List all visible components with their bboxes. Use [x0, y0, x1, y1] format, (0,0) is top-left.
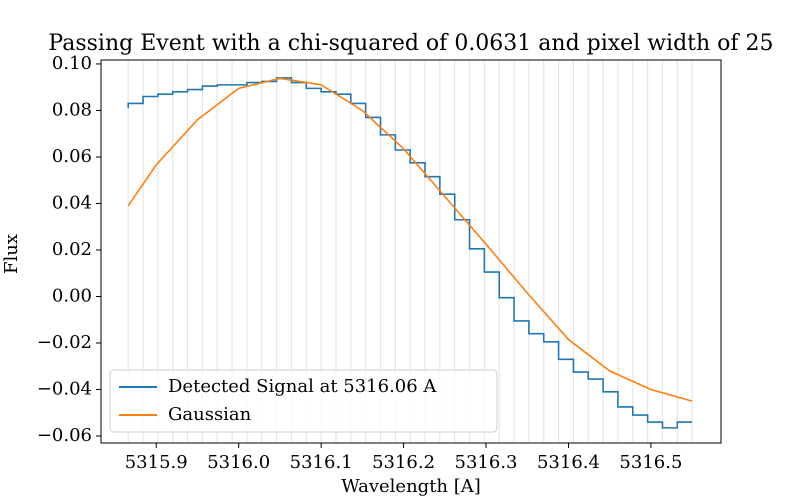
x-tick-label: 5316.5	[619, 452, 682, 473]
x-axis-label: Wavelength [A]	[341, 476, 481, 497]
y-tick-label: 0.04	[52, 192, 92, 213]
plot-frame	[100, 59, 722, 444]
y-tick-label: 0.00	[52, 285, 92, 306]
y-axis-label: Flux	[1, 234, 22, 274]
legend-label: Detected Signal at 5316.06 A	[168, 376, 437, 397]
y-tick-label: −0.06	[37, 425, 92, 446]
y-tick-label: 0.06	[52, 146, 92, 167]
y-tick-label: −0.04	[37, 379, 92, 400]
x-tick-label: 5316.4	[537, 452, 600, 473]
y-tick-label: 0.08	[52, 99, 92, 120]
x-tick-label: 5316.2	[372, 452, 435, 473]
legend-box	[109, 369, 498, 433]
chart-title: Passing Event with a chi-squared of 0.06…	[48, 31, 773, 56]
y-tick-label: 0.10	[52, 53, 92, 74]
x-tick-label: 5316.3	[455, 452, 518, 473]
gaussian-line	[127, 77, 693, 402]
y-tick-label: 0.02	[52, 239, 92, 260]
x-tick-label: 5316.0	[207, 452, 270, 473]
y-tick-label: −0.02	[37, 332, 92, 353]
x-tick-label: 5315.9	[125, 452, 188, 473]
legend-label: Gaussian	[168, 404, 252, 425]
x-tick-label: 5316.1	[290, 452, 353, 473]
